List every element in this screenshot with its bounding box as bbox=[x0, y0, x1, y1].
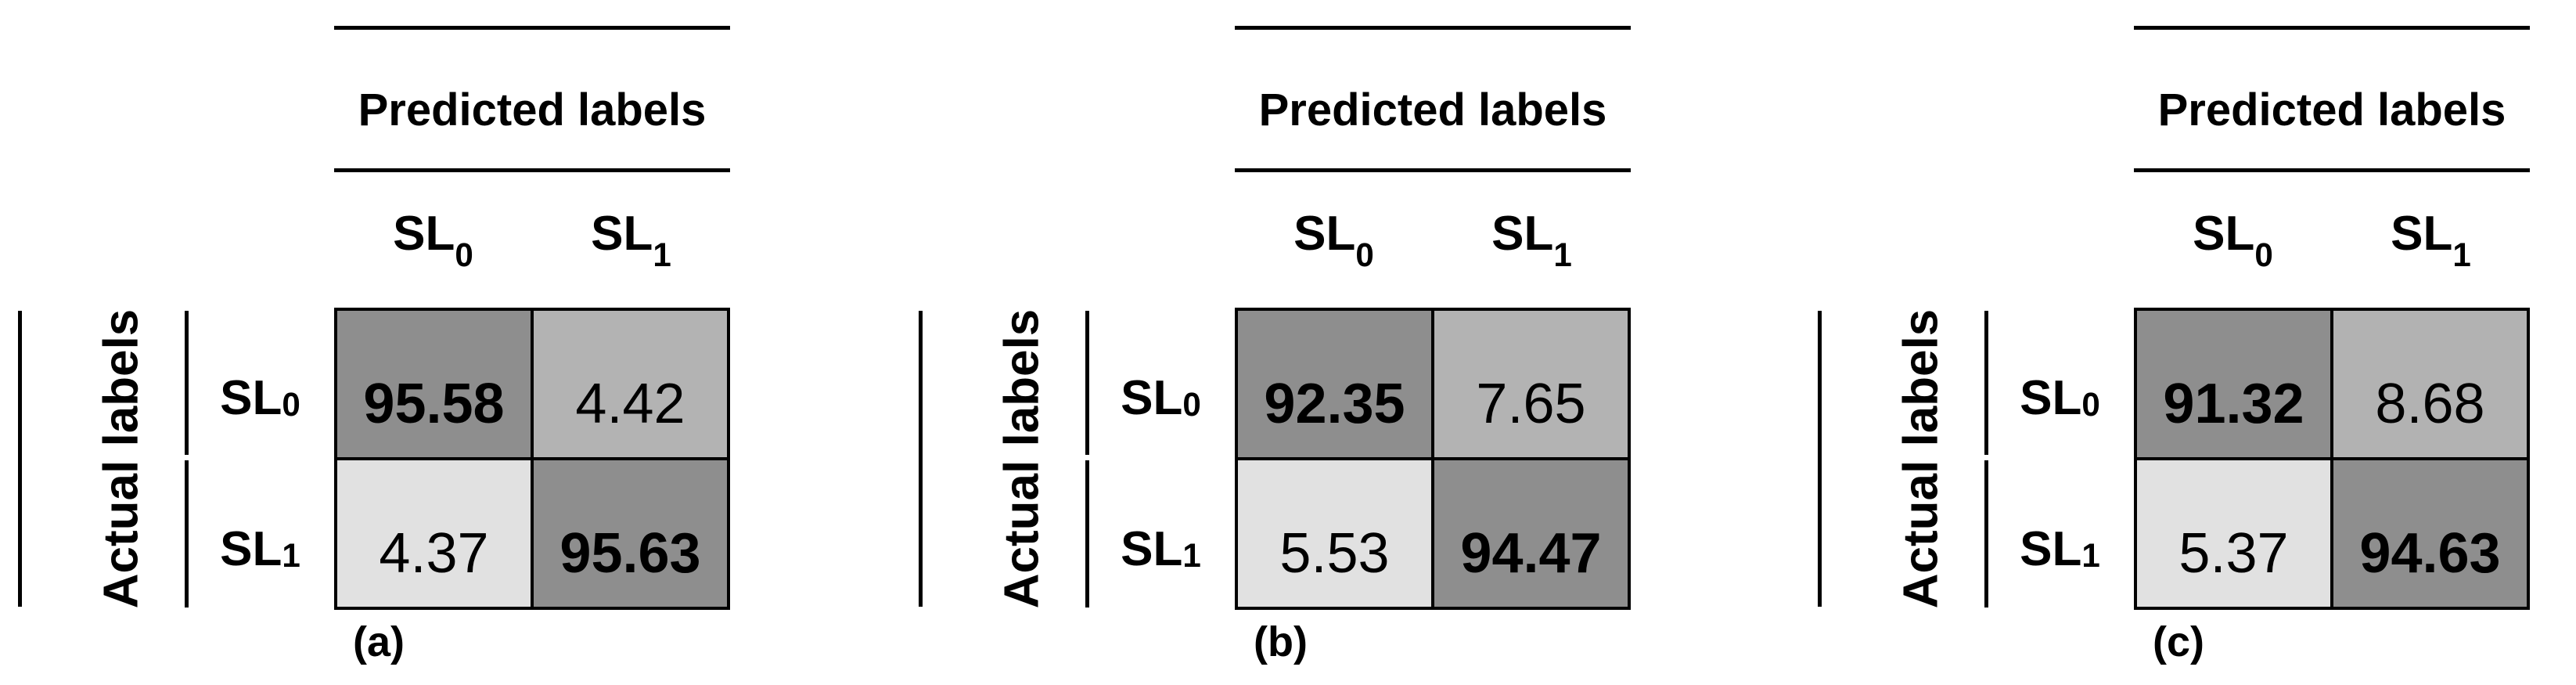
col-header-sl0-subscript: 0 bbox=[1355, 236, 1374, 273]
row-header-sl1-base: SL bbox=[1121, 522, 1183, 576]
matrix-cell-r0c0: 95.58 bbox=[337, 311, 531, 457]
actual-axis-row0-line bbox=[1085, 311, 1089, 455]
actual-axis-row0-line bbox=[1984, 311, 1988, 455]
actual-axis-row1-line bbox=[1984, 460, 1988, 607]
predicted-labels-title: Predicted labels bbox=[1258, 85, 1607, 135]
col-header-sl0-subscript: 0 bbox=[2254, 236, 2273, 273]
row-header-sl1: SL 1 bbox=[220, 522, 300, 576]
col-header-sl1-subscript: 1 bbox=[653, 236, 671, 273]
matrix-cell-r0c0: 92.35 bbox=[1238, 311, 1431, 457]
col-header-sl0: SL0 bbox=[334, 207, 532, 272]
predicted-axis-underline bbox=[2134, 168, 2530, 172]
matrix-cell-r0c1: 7.65 bbox=[1434, 311, 1628, 457]
matrix-cell-r0c0: 91.32 bbox=[2137, 311, 2330, 457]
predicted-axis-overline bbox=[1235, 26, 1631, 30]
confusion-matrix-grid: 95.58 4.42 4.37 95.63 bbox=[334, 308, 730, 610]
predicted-axis-overline bbox=[334, 26, 730, 30]
row-header-sl0: SL 0 bbox=[220, 371, 300, 425]
col-header-sl0-base: SL bbox=[393, 207, 455, 261]
confusion-matrix-panel-c: Predicted labels SL0 SL1 Actual labels S… bbox=[1800, 0, 2576, 685]
matrix-cell-r0c1: 8.68 bbox=[2333, 311, 2527, 457]
matrix-cell-r1c1: 95.63 bbox=[534, 460, 727, 607]
row-header-sl0: SL 0 bbox=[1121, 371, 1201, 425]
col-header-sl1-subscript: 1 bbox=[1553, 236, 1572, 273]
matrix-cell-r1c1: 94.47 bbox=[1434, 460, 1628, 607]
actual-axis-outer-line bbox=[919, 311, 923, 607]
col-header-sl0: SL0 bbox=[2134, 207, 2332, 272]
row-header-sl1-base: SL bbox=[220, 522, 282, 576]
col-header-sl1-subscript: 1 bbox=[2452, 236, 2471, 273]
predicted-labels-title: Predicted labels bbox=[358, 85, 707, 135]
panel-caption: (a) bbox=[353, 618, 405, 665]
col-header-sl0-base: SL bbox=[1293, 207, 1356, 261]
col-header-sl0-subscript: 0 bbox=[455, 236, 473, 273]
predicted-labels-title: Predicted labels bbox=[2157, 85, 2506, 135]
matrix-cell-r1c0: 5.37 bbox=[2137, 460, 2330, 607]
col-header-sl1: SL1 bbox=[1433, 207, 1631, 272]
col-header-sl1-base: SL bbox=[591, 207, 653, 261]
col-header-sl0-base: SL bbox=[2193, 207, 2255, 261]
matrix-cell-r0c1: 4.42 bbox=[534, 311, 727, 457]
actual-labels-title: Actual labels bbox=[94, 308, 149, 609]
row-header-sl0: SL 0 bbox=[2020, 371, 2100, 425]
row-header-sl0-base: SL bbox=[1121, 371, 1183, 425]
predicted-axis-underline bbox=[334, 168, 730, 172]
row-header-sl0-base: SL bbox=[220, 371, 282, 425]
matrix-cell-r1c0: 4.37 bbox=[337, 460, 531, 607]
actual-axis-row1-line bbox=[1085, 460, 1089, 607]
actual-axis-row1-line bbox=[185, 460, 189, 607]
row-header-sl1: SL 1 bbox=[1121, 522, 1201, 576]
row-header-sl1-base: SL bbox=[2020, 522, 2082, 576]
actual-axis-outer-line bbox=[1818, 311, 1822, 607]
panel-caption: (c) bbox=[2153, 618, 2204, 665]
row-header-sl1: SL 1 bbox=[2020, 522, 2100, 576]
confusion-matrix-grid: 92.35 7.65 5.53 94.47 bbox=[1235, 308, 1631, 610]
actual-axis-row0-line bbox=[185, 311, 189, 455]
matrix-cell-r1c1: 94.63 bbox=[2333, 460, 2527, 607]
col-header-sl1-base: SL bbox=[2391, 207, 2453, 261]
col-header-sl0: SL0 bbox=[1235, 207, 1433, 272]
row-header-sl0-base: SL bbox=[2020, 371, 2082, 425]
actual-labels-title: Actual labels bbox=[1894, 308, 1948, 609]
actual-labels-title: Actual labels bbox=[995, 308, 1049, 609]
col-header-sl1: SL1 bbox=[532, 207, 730, 272]
actual-axis-outer-line bbox=[18, 311, 22, 607]
confusion-matrix-panel-a: Predicted labels SL0 SL1 Actual labels S… bbox=[0, 0, 783, 685]
col-header-sl1-base: SL bbox=[1491, 207, 1554, 261]
col-header-sl1: SL1 bbox=[2332, 207, 2530, 272]
confusion-matrix-grid: 91.32 8.68 5.37 94.63 bbox=[2134, 308, 2530, 610]
predicted-axis-overline bbox=[2134, 26, 2530, 30]
matrix-cell-r1c0: 5.53 bbox=[1238, 460, 1431, 607]
panel-caption: (b) bbox=[1254, 618, 1308, 665]
predicted-axis-underline bbox=[1235, 168, 1631, 172]
confusion-matrix-panel-b: Predicted labels SL0 SL1 Actual labels S… bbox=[901, 0, 1683, 685]
